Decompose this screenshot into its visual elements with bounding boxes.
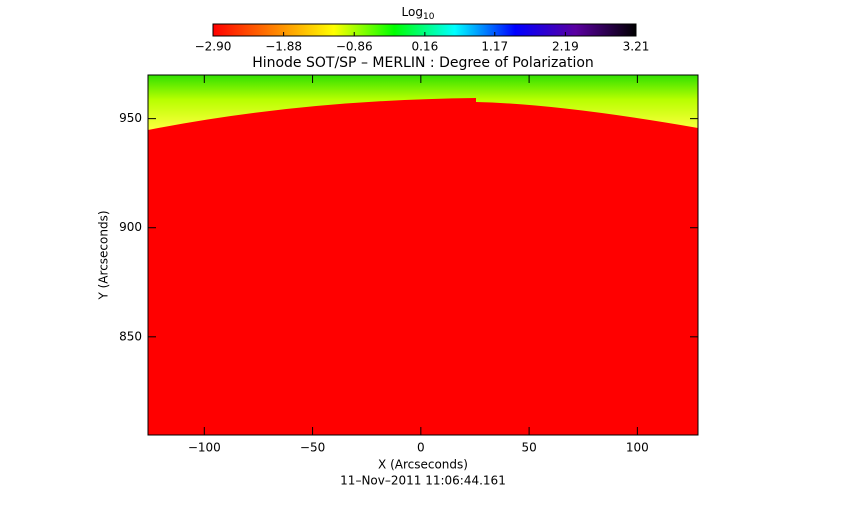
image-disk — [148, 75, 698, 435]
colorbar-title-sub: 10 — [423, 12, 435, 22]
y-tick-label: 950 — [119, 111, 142, 125]
colorbar-tick-label: 2.19 — [552, 40, 579, 54]
chart-title: Hinode SOT/SP – MERLIN : Degree of Polar… — [252, 55, 594, 71]
x-tick-label: 50 — [521, 441, 536, 455]
colorbar-tick-label: 3.21 — [623, 40, 650, 54]
x-axis-label: X (Arcseconds) — [378, 458, 468, 472]
colorbar-tick-label: 0.16 — [411, 40, 438, 54]
solar-image — [148, 75, 698, 435]
colorbar-tick-label: −1.88 — [265, 40, 302, 54]
y-tick-label: 850 — [119, 329, 142, 343]
colorbar-tick-label: 1.17 — [481, 40, 508, 54]
x-tick-label: 0 — [417, 441, 425, 455]
y-tick-label: 900 — [119, 220, 142, 234]
plot-frame — [147, 74, 699, 436]
colorbar-title-base: Log — [402, 5, 423, 19]
image-limb — [148, 75, 698, 130]
x-tick-label: −50 — [300, 441, 325, 455]
colorbar-title: Log10 — [402, 5, 435, 22]
x-tick-label: −100 — [188, 441, 221, 455]
y-axis-label: Y (Arcseconds) — [97, 210, 111, 300]
colorbar-tick-label: −0.86 — [336, 40, 373, 54]
x-tick-label: 100 — [626, 441, 649, 455]
colorbar-tick-label: −2.90 — [195, 40, 232, 54]
footer: 11–Nov–2011 11:06:44.161 — [340, 474, 506, 488]
